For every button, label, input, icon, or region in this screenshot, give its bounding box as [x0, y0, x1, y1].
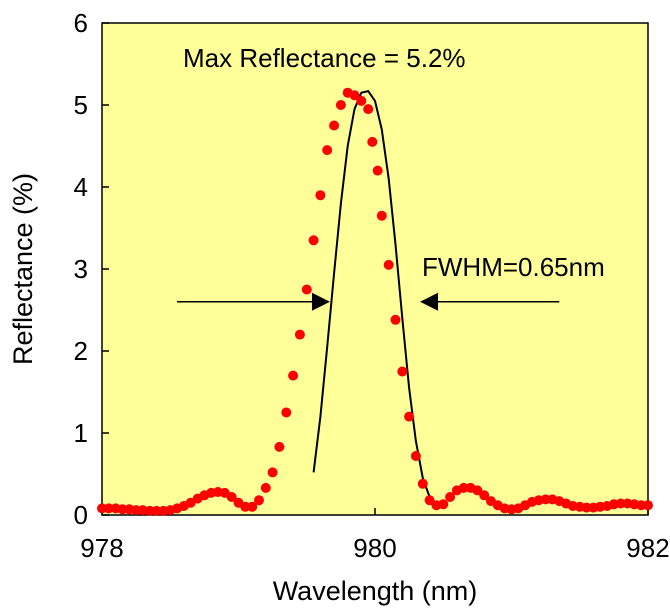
data-point — [376, 210, 387, 221]
data-point — [438, 499, 449, 510]
y-tick-label: 3 — [74, 254, 88, 284]
y-tick-label: 4 — [74, 172, 88, 202]
data-point — [240, 501, 251, 512]
data-point — [417, 478, 428, 489]
y-tick-label: 0 — [74, 500, 88, 530]
max-reflectance-annotation: Max Reflectance = 5.2% — [183, 43, 466, 73]
data-point — [458, 482, 469, 493]
data-point — [308, 235, 319, 246]
data-point — [643, 500, 653, 511]
fwhm-annotation: FWHM=0.65nm — [422, 252, 605, 282]
data-point — [397, 366, 408, 377]
x-tick-label: 978 — [80, 533, 123, 563]
data-point — [267, 467, 278, 478]
x-tick-label: 980 — [353, 533, 396, 563]
fwhm-right-arrowhead — [420, 292, 439, 311]
fit-curve — [312, 89, 438, 506]
y-axis-title: Reflectance (%) — [8, 173, 38, 365]
y-tick-label: 1 — [74, 418, 88, 448]
data-point — [260, 482, 271, 493]
x-tick-label: 982 — [626, 533, 669, 563]
data-point — [410, 451, 421, 461]
y-tick-label: 6 — [74, 8, 88, 38]
fwhm-left-arrowhead — [311, 292, 330, 311]
y-tick-label: 2 — [74, 336, 88, 366]
data-point — [274, 441, 285, 452]
y-tick-label: 5 — [74, 90, 88, 120]
data-point — [383, 259, 394, 270]
data-point — [390, 314, 401, 325]
data-point — [367, 136, 378, 147]
data-point — [254, 495, 264, 506]
x-axis-title: Wavelength (nm) — [273, 576, 478, 606]
data-point — [363, 104, 374, 115]
data-point — [288, 370, 299, 381]
data-point — [349, 90, 360, 101]
data-point — [445, 492, 456, 502]
data-point — [103, 503, 114, 514]
data-point — [247, 501, 258, 512]
data-point — [281, 407, 292, 418]
data-point — [315, 190, 326, 201]
data-point — [479, 490, 490, 501]
data-point — [329, 120, 340, 131]
data-point — [372, 165, 383, 176]
data-point — [226, 492, 237, 502]
data-point — [335, 100, 346, 110]
data-point — [294, 329, 305, 340]
data-point — [301, 284, 312, 295]
data-point — [322, 145, 333, 156]
data-point — [356, 95, 367, 106]
data-point — [404, 411, 415, 422]
